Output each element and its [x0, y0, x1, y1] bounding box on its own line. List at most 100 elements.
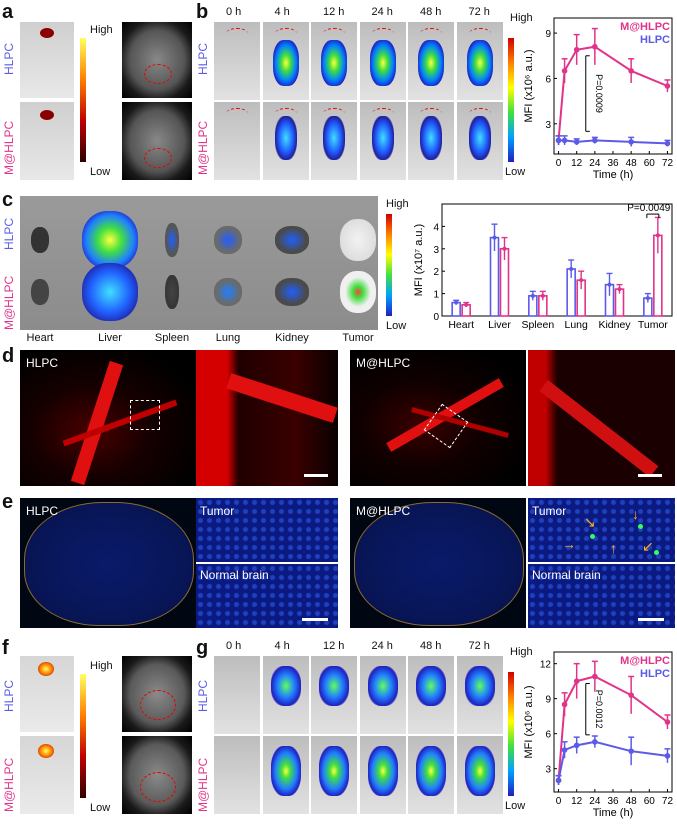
time-label: 0 h — [226, 6, 242, 18]
label-e-hlpc: HLPC — [26, 504, 59, 518]
time-label: 72 h — [468, 640, 490, 652]
mouse-image — [359, 102, 406, 180]
organ-image — [340, 219, 376, 261]
row-label-a-hlpc: HLPC — [2, 42, 16, 75]
tumor-outline-a-mhlpc — [144, 148, 172, 168]
y-tick-label: 3 — [545, 765, 551, 776]
p-value-annotation: P=0.0049 — [627, 203, 671, 214]
mri-image-a-mhlpc — [122, 102, 192, 180]
y-tick-label: 12 — [540, 660, 552, 671]
y-axis-label: MFI (x10⁶ a.u.) — [523, 50, 535, 123]
row-label-b-hlpc: HLPC — [196, 42, 210, 75]
brain-region-outline — [371, 108, 394, 119]
label-e-mhlpc: M@HLPC — [356, 504, 411, 518]
fluorescence-signal — [270, 666, 301, 706]
y-tick-label: 9 — [545, 29, 551, 40]
mouse-image — [311, 102, 357, 180]
data-point — [561, 68, 568, 74]
brain-region-outline — [226, 108, 248, 119]
organ-image — [214, 226, 242, 254]
colorbar-a-low: Low — [90, 166, 111, 178]
legend-entry: M@HLPC — [620, 655, 670, 667]
mouse-image — [214, 656, 260, 734]
time-label: 12 h — [323, 640, 345, 652]
brain-region-outline — [371, 28, 394, 39]
mouse-image — [214, 22, 260, 100]
x-tick-label: 0 — [556, 796, 562, 807]
vessel-zoom-d-mhlpc — [528, 350, 675, 486]
brain-section-e-hlpc — [20, 498, 196, 628]
data-point — [664, 83, 671, 89]
x-tick-label: 0 — [556, 158, 562, 169]
arrow-icon: → — [562, 536, 576, 552]
data-point — [561, 747, 568, 753]
scale-bar-e-hlpc — [302, 618, 328, 621]
data-point — [592, 739, 598, 745]
mouse-image — [456, 736, 503, 814]
x-tick-label: 24 — [589, 796, 601, 807]
p-value-annotation: P=0.0009 — [594, 74, 604, 113]
mouse-image — [262, 102, 309, 180]
time-label: 24 h — [371, 640, 393, 652]
time-label: 48 h — [420, 640, 442, 652]
brain-region-outline — [468, 28, 491, 39]
fluorescence-signal — [468, 116, 491, 160]
brain-outline-e-hlpc — [24, 502, 194, 626]
panel-label-e: e — [2, 491, 14, 513]
colorbar-b-high: High — [510, 12, 533, 24]
scale-bar-d-hlpc — [304, 474, 328, 477]
colorbar-b-low: Low — [505, 166, 526, 178]
vessel-branch-d-hlpc — [62, 399, 178, 447]
x-tick-label: 48 — [626, 796, 638, 807]
row-label-g-mhlpc: M@HLPC — [196, 757, 210, 812]
ex-vivo-image-c — [20, 196, 378, 330]
fluorescence-signal — [323, 116, 345, 160]
data-point — [561, 701, 568, 708]
data-point — [561, 137, 568, 144]
fluorescence-signal — [420, 116, 442, 160]
panel-label-b: b — [196, 1, 209, 23]
tumor-zoom-e-mhlpc: ↘ ↓ → ↑ ↙ — [528, 498, 675, 562]
legend-entry: HLPC — [640, 34, 670, 46]
series-line — [557, 45, 668, 141]
organ-image — [31, 227, 49, 253]
row-label-c-hlpc: HLPC — [2, 217, 16, 250]
mouse-image — [214, 736, 260, 814]
mouse-image — [262, 736, 309, 814]
data-point — [454, 300, 459, 305]
x-tick-label: 24 — [589, 158, 601, 169]
data-point — [573, 46, 580, 53]
panel-label-c: c — [2, 189, 14, 211]
arrow-icon: ↙ — [642, 538, 654, 554]
brain-signal-a-hlpc — [40, 28, 54, 38]
arrow-icon: ↓ — [632, 506, 639, 522]
row-label-c-mhlpc: M@HLPC — [2, 275, 16, 330]
organ-label: Spleen — [154, 332, 190, 344]
y-tick-label: 9 — [545, 695, 551, 706]
colorbar-f-high: High — [90, 660, 113, 672]
vessel-zoom-branch-d-mhlpc — [539, 380, 659, 478]
time-label: 0 h — [226, 640, 242, 652]
green-spot — [654, 550, 659, 555]
x-tick-label: 72 — [662, 158, 674, 169]
data-point — [592, 673, 598, 680]
brain-region-outline — [274, 28, 297, 39]
fluorescence-signal — [464, 746, 495, 796]
series-line — [557, 675, 669, 781]
colorbar-a — [80, 38, 86, 162]
data-point — [628, 692, 634, 698]
fluorescence-signal — [367, 666, 398, 706]
data-point — [502, 246, 507, 251]
green-spot — [638, 524, 643, 529]
organ-label: Liver — [98, 332, 122, 344]
row-label-f-hlpc: HLPC — [2, 679, 16, 712]
organ-image — [165, 223, 179, 257]
mouse-image — [262, 22, 309, 100]
fluorescence-signal — [321, 40, 347, 86]
normal-zoom-e-mhlpc — [528, 564, 675, 628]
vessel-zoom-branch-d-hlpc — [226, 373, 338, 423]
mouse-image — [262, 656, 309, 734]
data-point — [617, 287, 622, 292]
x-tick-label: Kidney — [598, 319, 631, 331]
